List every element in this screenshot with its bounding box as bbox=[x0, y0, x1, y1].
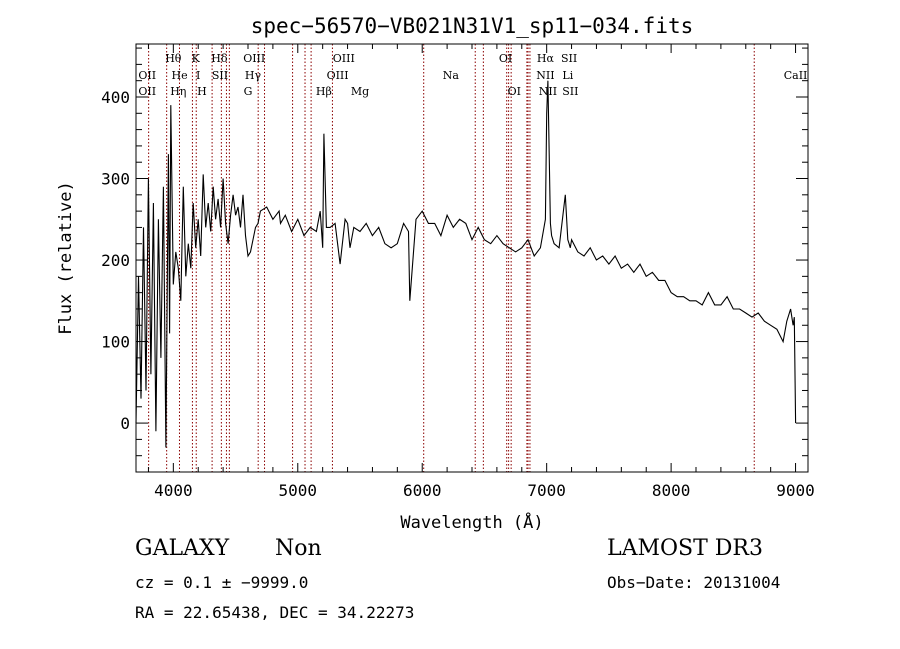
x-axis-label: Wavelength (Å) bbox=[400, 511, 543, 533]
spectrum-line bbox=[135, 80, 797, 448]
line-label: G bbox=[244, 85, 253, 98]
line-label: CaII bbox=[784, 69, 808, 82]
line-label: OI bbox=[499, 52, 512, 65]
line-label: OIII bbox=[327, 69, 349, 82]
line-label: Na bbox=[443, 69, 460, 82]
line-label: OI bbox=[508, 85, 521, 98]
y-axis-label: Flux (relative) bbox=[56, 181, 76, 335]
survey-name: LAMOST DR3 bbox=[607, 536, 763, 561]
line-label: SII bbox=[562, 85, 578, 98]
emission-line-markers bbox=[148, 44, 755, 472]
x-tick-label: 4000 bbox=[154, 481, 193, 500]
line-label: OIII bbox=[243, 52, 265, 65]
line-label: SII bbox=[212, 69, 228, 82]
line-label: H bbox=[197, 85, 207, 98]
line-label: K bbox=[192, 52, 201, 65]
x-tick-label: 5000 bbox=[279, 481, 318, 500]
line-label: OIII bbox=[333, 52, 355, 65]
object-subclass: Non bbox=[275, 536, 322, 561]
line-label: SII bbox=[561, 52, 577, 65]
emission-line-labels: Hθ K Hδ OIII OIII OI Hα SII OII He I SII Hγ OIII Na NII… bbox=[138, 52, 807, 98]
y-tick-label: 300 bbox=[101, 170, 130, 189]
spectrum-chart: spec−56570−VB021N31V1_sp11−034.fits Hθ K H… bbox=[56, 14, 815, 533]
line-label: Hθ bbox=[165, 52, 182, 65]
y-tick-label: 100 bbox=[101, 333, 130, 352]
spectrum-series bbox=[135, 80, 797, 448]
line-label: He bbox=[172, 69, 188, 82]
redshift-value: cz = 0.1 ± −9999.0 bbox=[135, 573, 309, 592]
y-tick-label: 200 bbox=[101, 251, 130, 270]
x-axis-ticks: 4000 5000 6000 7000 8000 9000 bbox=[147, 44, 815, 500]
chart-title: spec−56570−VB021N31V1_sp11−034.fits bbox=[251, 14, 694, 38]
y-tick-label: 0 bbox=[120, 414, 130, 433]
line-label: Hβ bbox=[316, 85, 332, 98]
line-label: Li bbox=[562, 69, 573, 82]
line-label: OII bbox=[138, 85, 156, 98]
line-label: Hη bbox=[170, 85, 186, 98]
line-label: Hγ bbox=[245, 69, 262, 82]
x-tick-label: 6000 bbox=[403, 481, 442, 500]
x-tick-label: 9000 bbox=[776, 481, 815, 500]
line-label: OII bbox=[138, 69, 156, 82]
plot-frame bbox=[135, 43, 809, 473]
x-tick-label: 8000 bbox=[652, 481, 691, 500]
object-class: GALAXY bbox=[135, 536, 230, 561]
line-label: NII bbox=[536, 69, 554, 82]
line-label: Hα bbox=[537, 52, 555, 65]
x-tick-label: 7000 bbox=[527, 481, 566, 500]
line-label: Hδ bbox=[211, 52, 228, 65]
line-label: Mg bbox=[351, 85, 369, 98]
coordinates: RA = 22.65438, DEC = 34.22273 bbox=[135, 603, 415, 622]
y-tick-label: 400 bbox=[101, 88, 130, 107]
line-label: I bbox=[196, 69, 200, 82]
y-axis-ticks: 0 100 200 300 400 bbox=[101, 47, 808, 457]
observation-date: Obs−Date: 20131004 bbox=[607, 573, 781, 592]
